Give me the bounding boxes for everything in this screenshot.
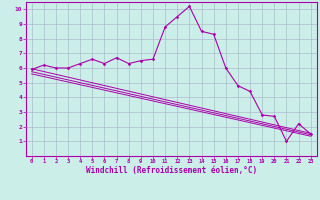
X-axis label: Windchill (Refroidissement éolien,°C): Windchill (Refroidissement éolien,°C): [86, 166, 257, 175]
